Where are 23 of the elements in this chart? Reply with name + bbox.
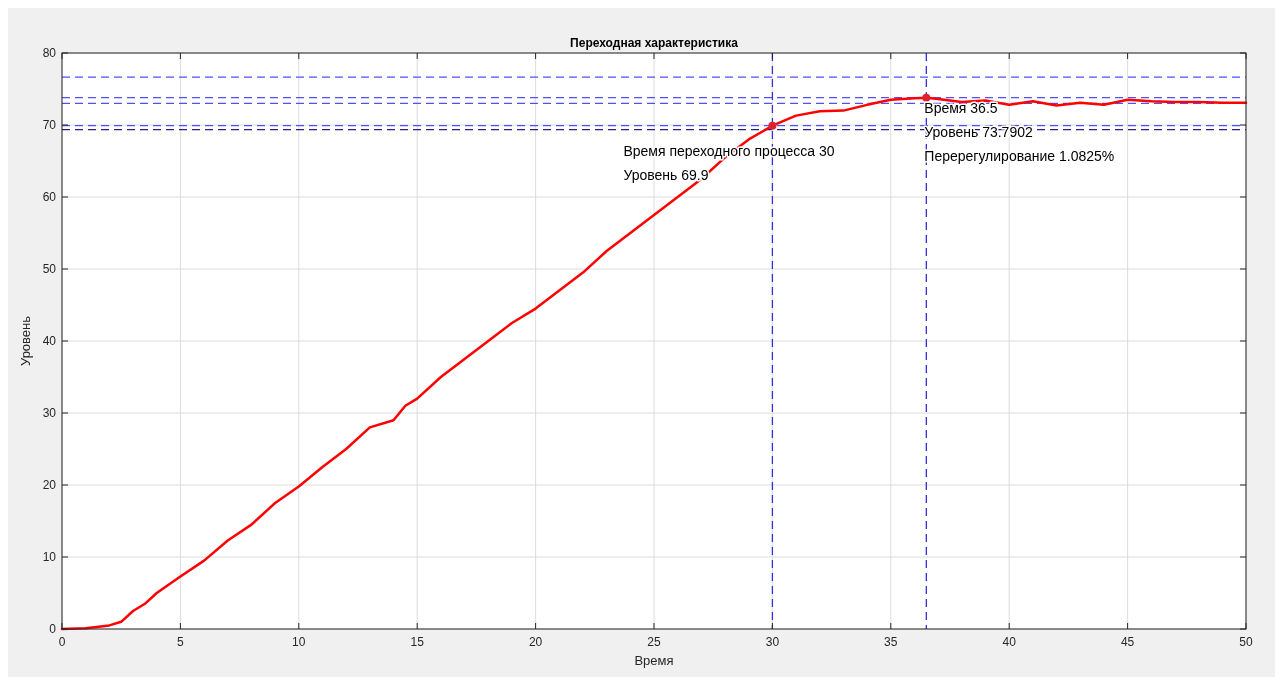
y-tick-label: 60: [42, 190, 57, 204]
y-tick-label: 80: [42, 46, 57, 60]
x-tick-label: 25: [647, 635, 661, 649]
y-tick-label: 50: [42, 262, 57, 276]
x-tick-label: 10: [292, 635, 306, 649]
x-tick-label: 20: [528, 635, 543, 649]
x-axis-title: Время: [634, 653, 674, 668]
x-tick-label: 35: [884, 635, 898, 649]
x-tick-label: 15: [410, 635, 425, 649]
x-tick-label: 45: [1120, 635, 1135, 649]
x-tick-label: 0: [58, 635, 66, 649]
x-tick-label: 30: [765, 635, 780, 649]
x-tick-label: 40: [1002, 635, 1017, 649]
x-tick-label: 50: [1239, 635, 1253, 649]
y-tick-label: 20: [42, 478, 57, 492]
x-tick-label: 5: [177, 635, 185, 649]
y-tick-label: 10: [42, 550, 57, 564]
y-tick-label: 0: [49, 622, 57, 636]
chart-title: Переходная характеристика: [570, 36, 739, 50]
y-tick-label: 30: [42, 406, 57, 420]
y-tick-label: 40: [42, 334, 57, 348]
y-axis-title: Уровень: [18, 315, 33, 367]
y-tick-label: 70: [42, 118, 57, 132]
